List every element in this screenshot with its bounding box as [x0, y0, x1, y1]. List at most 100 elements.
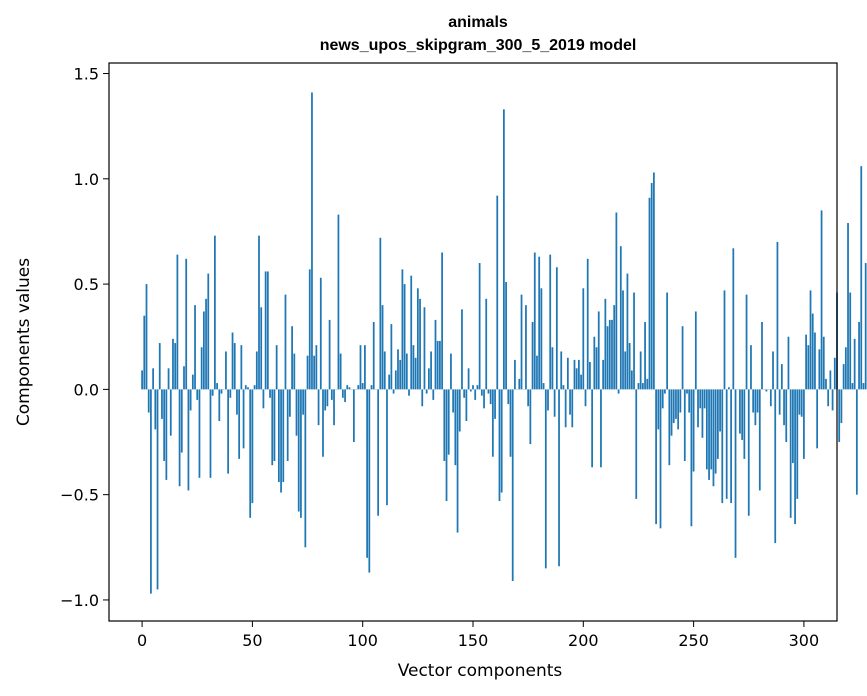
bar — [575, 368, 578, 390]
bar — [399, 359, 402, 390]
bar — [794, 389, 796, 525]
bar — [308, 269, 311, 390]
bar — [165, 389, 168, 480]
x-axis-label: Vector components — [398, 661, 563, 681]
bar — [538, 256, 541, 390]
bar — [359, 345, 362, 390]
y-tick-label: 0.5 — [74, 275, 99, 294]
bar — [485, 298, 488, 390]
bar — [723, 290, 726, 390]
bar — [633, 292, 635, 390]
bar — [381, 305, 384, 390]
bar — [280, 389, 282, 493]
bar — [423, 307, 426, 390]
bar — [269, 389, 271, 398]
bar — [346, 385, 349, 390]
bar — [383, 351, 386, 390]
bar — [348, 387, 351, 390]
bar — [628, 343, 631, 390]
bar — [436, 340, 439, 390]
bar — [820, 210, 823, 390]
bar — [774, 389, 777, 544]
bar — [379, 237, 382, 390]
bar — [780, 364, 783, 390]
bar — [147, 389, 150, 413]
bar — [487, 389, 490, 394]
bar — [551, 347, 554, 390]
plot-frame — [108, 62, 838, 622]
bar — [745, 294, 748, 390]
bar — [218, 389, 221, 421]
bar — [730, 389, 732, 504]
bar — [792, 389, 794, 464]
bar — [229, 389, 232, 398]
bar — [597, 311, 600, 390]
bar — [293, 353, 296, 390]
bar — [169, 389, 172, 436]
bar — [511, 389, 514, 581]
bar — [542, 383, 545, 390]
bar — [747, 389, 750, 516]
bar — [825, 378, 827, 390]
bar — [372, 322, 375, 390]
bar — [681, 326, 684, 390]
bar — [262, 389, 265, 409]
bar — [207, 273, 210, 390]
bar — [432, 389, 435, 400]
bar — [692, 389, 695, 472]
bar — [776, 241, 779, 390]
bar — [683, 389, 686, 461]
bar — [143, 315, 146, 390]
bar — [255, 351, 258, 390]
bar — [227, 389, 229, 474]
bar — [712, 389, 715, 487]
bar — [787, 336, 790, 390]
x-tick-label: 300 — [789, 631, 820, 650]
bar — [185, 258, 188, 390]
bar — [225, 351, 227, 390]
bar — [291, 326, 293, 390]
bar — [304, 389, 307, 548]
bar — [476, 385, 479, 390]
bar — [822, 336, 825, 390]
bar — [637, 383, 640, 390]
bar — [266, 271, 269, 390]
bar — [163, 389, 166, 461]
bar — [860, 166, 863, 390]
bar — [271, 389, 274, 466]
bar — [844, 347, 847, 390]
bar — [456, 389, 459, 533]
bar — [672, 389, 675, 424]
bar — [739, 389, 741, 434]
bar — [758, 389, 761, 491]
bar — [725, 389, 728, 499]
y-axis-ticks: −1.0 −0.5 0.0 0.5 1.0 1.5 — [60, 65, 109, 610]
bar — [619, 246, 622, 390]
bar — [498, 389, 501, 501]
bar — [428, 368, 430, 390]
y-axis-label: Components values — [14, 258, 34, 426]
bar — [644, 322, 646, 390]
bar — [783, 389, 785, 426]
bar — [853, 338, 856, 390]
bar — [641, 383, 644, 390]
bar — [366, 389, 368, 558]
bar — [827, 389, 830, 407]
bar — [785, 389, 788, 443]
bar — [211, 389, 214, 396]
bar — [183, 366, 185, 390]
bar — [273, 389, 276, 461]
bar — [600, 389, 602, 468]
x-tick-label: 50 — [242, 631, 262, 650]
bar — [686, 389, 688, 394]
bar — [858, 322, 860, 390]
bar — [200, 347, 203, 390]
bar — [547, 389, 549, 411]
bar — [249, 389, 252, 518]
bar — [578, 359, 580, 390]
bar — [833, 357, 836, 390]
bar — [573, 359, 576, 390]
bar — [719, 389, 721, 432]
bar — [750, 345, 752, 390]
bar — [474, 389, 477, 400]
